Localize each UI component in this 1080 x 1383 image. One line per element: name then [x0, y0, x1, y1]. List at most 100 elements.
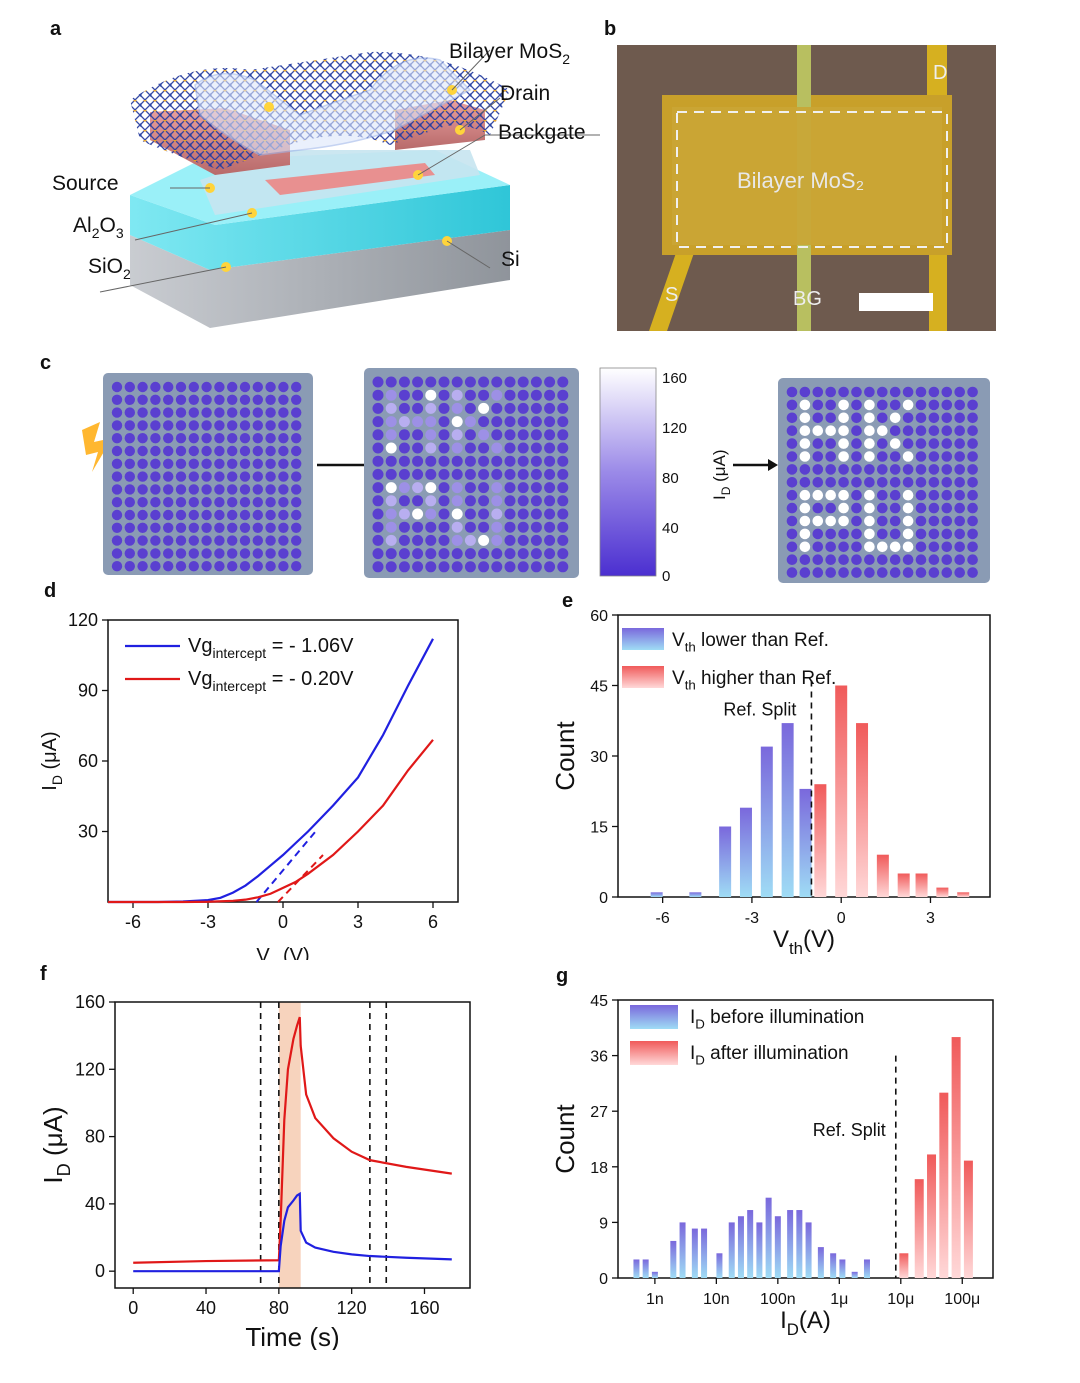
- pixel-dot: [214, 535, 225, 546]
- pixel-dot: [889, 464, 901, 475]
- pixel-dot: [877, 412, 888, 424]
- pixel-dot: [557, 429, 569, 441]
- pixel-dot: [851, 451, 862, 462]
- pixel-dot: [425, 534, 437, 546]
- transfer-curve-chart: -6 -3 0 3 6 30 60 90 120 Vgintercept = - 1.06V Vgi…: [39, 610, 459, 960]
- label-drain: Drain: [500, 82, 550, 105]
- pixel-dot: [504, 548, 516, 560]
- pixel-dot: [928, 554, 940, 565]
- pixel-dot: [278, 484, 289, 495]
- pixel-dot: [902, 541, 914, 553]
- pixel-dot: [214, 433, 225, 444]
- pixel-dot: [111, 433, 123, 444]
- pixel-dot: [239, 509, 251, 521]
- pixel-dot: [124, 535, 135, 546]
- pixel-dot: [398, 521, 410, 533]
- pixel-dot: [252, 561, 263, 572]
- bar-before: [691, 1228, 698, 1278]
- x-tick-label: 6: [428, 912, 438, 932]
- pixel-dot: [915, 554, 927, 565]
- pixel-dot: [385, 442, 397, 454]
- label-source: Source: [52, 172, 119, 195]
- pixel-dot: [201, 458, 212, 469]
- pixel-dot: [478, 548, 490, 560]
- pixel-dot: [799, 464, 811, 475]
- pixel-dot: [398, 442, 410, 454]
- pixel-dot: [491, 468, 503, 480]
- pixel-dot: [517, 561, 529, 573]
- bar-higher: [936, 887, 949, 897]
- pixel-dot: [491, 376, 503, 388]
- pixel-dot: [557, 548, 569, 560]
- pixel-dot: [544, 376, 556, 388]
- pixel-dot: [851, 515, 862, 527]
- pixel-dot: [812, 464, 824, 475]
- pixel-dot: [239, 497, 251, 508]
- pixel-dot: [163, 420, 174, 431]
- pixel-dot: [478, 534, 490, 546]
- pixel-dot: [517, 455, 529, 467]
- pixel-dot: [786, 399, 798, 411]
- pixel-dot: [864, 502, 875, 514]
- pixel-dot: [175, 535, 187, 546]
- pixel-dot: [372, 429, 384, 441]
- pixel-dot: [252, 381, 263, 393]
- y-axis-label: Count: [550, 1104, 580, 1174]
- pixel-dot: [278, 420, 289, 431]
- pixel-dot: [544, 482, 556, 494]
- pixel-dot: [291, 471, 302, 482]
- bar-higher: [957, 892, 970, 897]
- pixel-dot: [137, 471, 148, 482]
- pixel-dot: [412, 429, 424, 441]
- pixel-dot: [124, 458, 135, 469]
- pixel-dot: [412, 534, 424, 546]
- label-bg: BG: [793, 288, 822, 310]
- pixel-dot: [398, 548, 410, 560]
- pixel-dot: [163, 522, 174, 533]
- pixel-dot: [438, 548, 450, 560]
- panel-label-e: e: [562, 590, 574, 612]
- bar-after: [899, 1253, 909, 1278]
- pixel-dot: [799, 399, 811, 411]
- pixel-dot: [111, 497, 123, 508]
- pixel-dot: [188, 561, 199, 572]
- pixel-dot: [864, 515, 875, 527]
- pixel-dot: [928, 386, 940, 398]
- pixel-dot: [786, 412, 798, 424]
- bar-before: [737, 1216, 744, 1278]
- pixel-dot: [786, 502, 798, 514]
- pixel-dot: [544, 416, 556, 428]
- pixel-dot: [124, 561, 135, 572]
- pixel-dot: [265, 471, 276, 482]
- pixel-dot: [412, 376, 424, 388]
- pixel-dot: [504, 389, 516, 401]
- pixel-dot: [491, 482, 503, 494]
- pixel-dot: [425, 442, 437, 454]
- pixel-dot: [799, 425, 811, 436]
- y-axis-label: ID (μA): [39, 731, 65, 790]
- x-tick-label: 10n: [703, 1291, 730, 1308]
- y-tick-label: 60: [78, 751, 98, 771]
- x-tick-label: -3: [745, 910, 759, 927]
- y-tick-label: 45: [590, 679, 608, 696]
- pixel-dot: [954, 515, 965, 527]
- pixel-dot: [504, 521, 516, 533]
- pixel-dot: [385, 376, 397, 388]
- pixel-dot: [967, 425, 978, 436]
- pixel-dot: [928, 528, 940, 540]
- pixel-dot: [163, 484, 174, 495]
- panel-label-f: f: [40, 963, 47, 985]
- pixel-dot: [201, 394, 212, 405]
- pixel-dot: [889, 567, 901, 578]
- pixel-dot: [291, 484, 302, 495]
- pixel-dot: [838, 528, 849, 540]
- bar-before: [830, 1253, 837, 1278]
- pixel-dot: [451, 402, 463, 414]
- pixel-dot: [412, 482, 424, 494]
- pixel-dot: [425, 429, 437, 441]
- pixel-dot: [175, 484, 187, 495]
- pixel-dot: [786, 528, 798, 540]
- pixel-dot: [291, 445, 302, 457]
- pixel-dot: [188, 548, 199, 559]
- pixel-dot: [915, 541, 927, 553]
